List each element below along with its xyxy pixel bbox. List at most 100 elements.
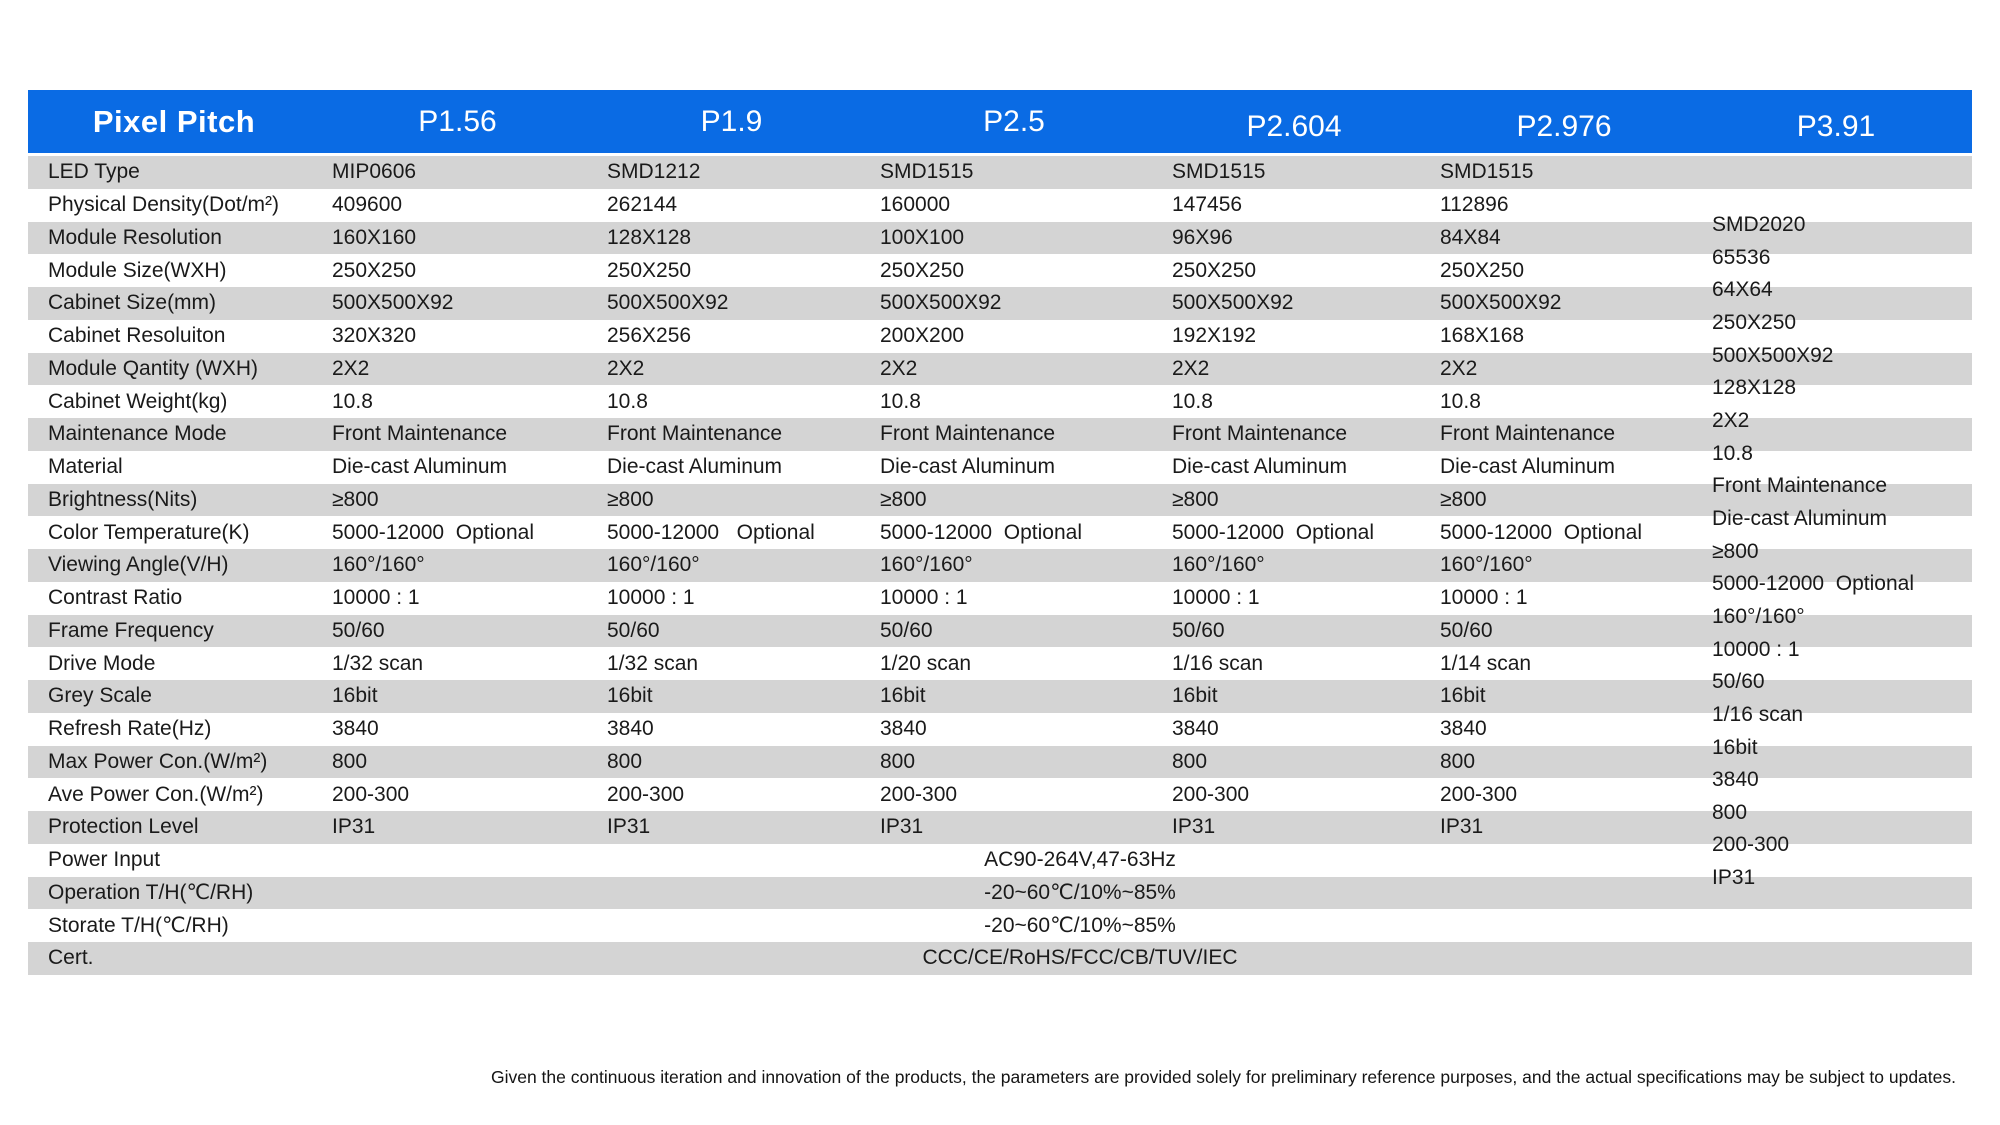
merged-value: AC90-264V,47-63Hz bbox=[984, 848, 1176, 872]
row-label: Grey Scale bbox=[48, 684, 152, 708]
spec-value: 10.8 bbox=[880, 389, 921, 413]
spec-value: 96X96 bbox=[1172, 225, 1233, 249]
spec-value: 50/60 bbox=[1172, 618, 1225, 642]
spec-value: 320X320 bbox=[332, 324, 417, 348]
table-row: Material Die-cast Aluminum Die-cast Alumin… bbox=[28, 451, 1972, 484]
table-row: Storate T/H(℃/RH) -20~60℃/10%~85% bbox=[28, 909, 1972, 942]
table-row: Module Qantity (WXH) 2X2 2X2 2X2 2X2 2X2 bbox=[28, 352, 1972, 386]
disclaimer-note: Given the continuous iteration and innov… bbox=[490, 1067, 1956, 1087]
spec-value: 1/14 scan bbox=[1440, 651, 1532, 675]
table-row: Contrast Ratio 10000 : 1 10000 : 1 10000 : … bbox=[28, 582, 1972, 615]
spec-value: SMD1212 bbox=[607, 160, 701, 184]
row-label: Cabinet Weight(kg) bbox=[48, 389, 228, 413]
spec-value: IP31 bbox=[607, 815, 651, 839]
p391-value-line: 10.8 bbox=[1712, 441, 1753, 465]
table-row: Grey Scale 16bit 16bit 16bit 16bit 16bit bbox=[28, 680, 1972, 713]
row-label: Viewing Angle(V/H) bbox=[48, 553, 229, 577]
spec-value: Front Maintenance bbox=[1172, 422, 1348, 446]
table-row: Refresh Rate(Hz) 3840 3840 3840 3840 3840 bbox=[28, 713, 1972, 746]
table-row: Cabinet Weight(kg) 10.8 10.8 10.8 10.8 10.8 bbox=[28, 385, 1972, 418]
column-header-p1.9: P1.9 bbox=[700, 104, 763, 138]
p391-value-line: 65536 bbox=[1712, 245, 1771, 269]
spec-value: 10000 : 1 bbox=[880, 586, 968, 610]
table-row: Physical Density(Dot/m²) 409600 262144 1600… bbox=[28, 189, 1972, 222]
table-row: Brightness(Nits) ≥800 ≥800 ≥800 ≥800 ≥800 bbox=[28, 483, 1972, 517]
spec-value: 2X2 bbox=[607, 356, 645, 380]
spec-value: 2X2 bbox=[880, 356, 918, 380]
p391-value-line: 1/16 scan bbox=[1712, 702, 1804, 726]
spec-value: 10.8 bbox=[607, 389, 648, 413]
spec-value: 50/60 bbox=[332, 618, 385, 642]
spec-value: 5000-12000 Optional bbox=[607, 520, 815, 544]
spec-value: 256X256 bbox=[607, 324, 692, 348]
spec-value: 250X250 bbox=[1440, 258, 1525, 282]
spec-value: 500X500X92 bbox=[332, 291, 454, 315]
p391-value-line: 2X2 bbox=[1712, 408, 1750, 432]
row-label: Refresh Rate(Hz) bbox=[48, 717, 212, 741]
p391-value-line: 50/60 bbox=[1712, 670, 1765, 694]
spec-value: 160X160 bbox=[332, 225, 417, 249]
spec-value: ≥800 bbox=[880, 487, 927, 511]
spec-value: 800 bbox=[607, 749, 643, 773]
spec-value: 200-300 bbox=[1172, 782, 1250, 806]
p391-value-line: Die-cast Aluminum bbox=[1712, 506, 1888, 530]
spec-value: 200X200 bbox=[880, 324, 965, 348]
row-label: Power Input bbox=[48, 848, 161, 872]
p391-value-line: 128X128 bbox=[1712, 376, 1797, 400]
spec-value: 409600 bbox=[332, 193, 403, 217]
spec-value: 168X168 bbox=[1440, 324, 1525, 348]
p391-value-line: 3840 bbox=[1712, 768, 1759, 792]
spec-value: 800 bbox=[1172, 749, 1208, 773]
spec-value: ≥800 bbox=[607, 487, 654, 511]
spec-value: IP31 bbox=[332, 815, 376, 839]
spec-value: 500X500X92 bbox=[1440, 291, 1562, 315]
spec-value: SMD1515 bbox=[880, 160, 974, 184]
table-row: Cabinet Resoluiton 320X320 256X256 200X200 1… bbox=[28, 320, 1972, 353]
spec-value: 262144 bbox=[607, 193, 678, 217]
table-row: Module Resolution 160X160 128X128 100X100 96… bbox=[28, 221, 1972, 255]
spec-value: ≥800 bbox=[1172, 487, 1219, 511]
spec-value: 192X192 bbox=[1172, 324, 1257, 348]
row-label: Operation T/H(℃/RH) bbox=[48, 881, 254, 905]
column-header-p1.56: P1.56 bbox=[418, 104, 497, 138]
spec-value: Die-cast Aluminum bbox=[607, 455, 783, 479]
p391-value-line: 160°/160° bbox=[1712, 604, 1805, 628]
spec-value: 2X2 bbox=[1440, 356, 1478, 380]
spec-value: 500X500X92 bbox=[880, 291, 1002, 315]
spec-value: 160°/160° bbox=[332, 553, 425, 577]
row-label: Max Power Con.(W/m²) bbox=[48, 749, 268, 773]
spec-value: Die-cast Aluminum bbox=[1172, 455, 1348, 479]
spec-value: 200-300 bbox=[332, 782, 410, 806]
spec-value: 800 bbox=[1440, 749, 1476, 773]
spec-value: Die-cast Aluminum bbox=[1440, 455, 1616, 479]
spec-value: 3840 bbox=[332, 717, 379, 741]
spec-value: 16bit bbox=[1440, 684, 1486, 708]
spec-value: 5000-12000 Optional bbox=[332, 520, 534, 544]
spec-value: IP31 bbox=[1440, 815, 1484, 839]
p391-value-line: IP31 bbox=[1712, 866, 1756, 890]
spec-value: 800 bbox=[332, 749, 368, 773]
p391-value-line: 800 bbox=[1712, 800, 1748, 824]
spec-value: 10000 : 1 bbox=[1172, 586, 1260, 610]
spec-value: 500X500X92 bbox=[1172, 291, 1294, 315]
spec-value: 250X250 bbox=[880, 258, 965, 282]
row-label: Drive Mode bbox=[48, 651, 156, 675]
merged-value: CCC/CE/RoHS/FCC/CB/TUV/IEC bbox=[922, 946, 1238, 970]
row-label: Protection Level bbox=[48, 815, 199, 839]
column-header-p2.5: P2.5 bbox=[983, 104, 1045, 138]
row-label: Cert. bbox=[48, 946, 94, 970]
spec-value: 160°/160° bbox=[1440, 553, 1533, 577]
spec-value: 84X84 bbox=[1440, 225, 1501, 249]
row-label: Physical Density(Dot/m²) bbox=[48, 193, 280, 217]
spec-value: 160000 bbox=[880, 193, 951, 217]
table-row: Drive Mode 1/32 scan 1/32 scan 1/20 scan 1/1… bbox=[28, 647, 1972, 680]
table-row: Viewing Angle(V/H) 160°/160° 160°/160° 160°… bbox=[28, 549, 1972, 582]
spec-value: 1/16 scan bbox=[1172, 651, 1264, 675]
table-row: Maintenance Mode Front Maintenance Front M… bbox=[28, 418, 1972, 451]
spec-value: Front Maintenance bbox=[607, 422, 783, 446]
spec-value: 160°/160° bbox=[607, 553, 700, 577]
table-row: Color Temperature(K) 5000-12000 Optional 5… bbox=[28, 516, 1972, 549]
table-row: LED Type MIP0606 SMD1212 SMD1515 SMD1515 SMD1… bbox=[28, 156, 1972, 189]
p391-value-line: 10000 : 1 bbox=[1712, 637, 1800, 661]
row-label: Module Resolution bbox=[48, 225, 222, 249]
